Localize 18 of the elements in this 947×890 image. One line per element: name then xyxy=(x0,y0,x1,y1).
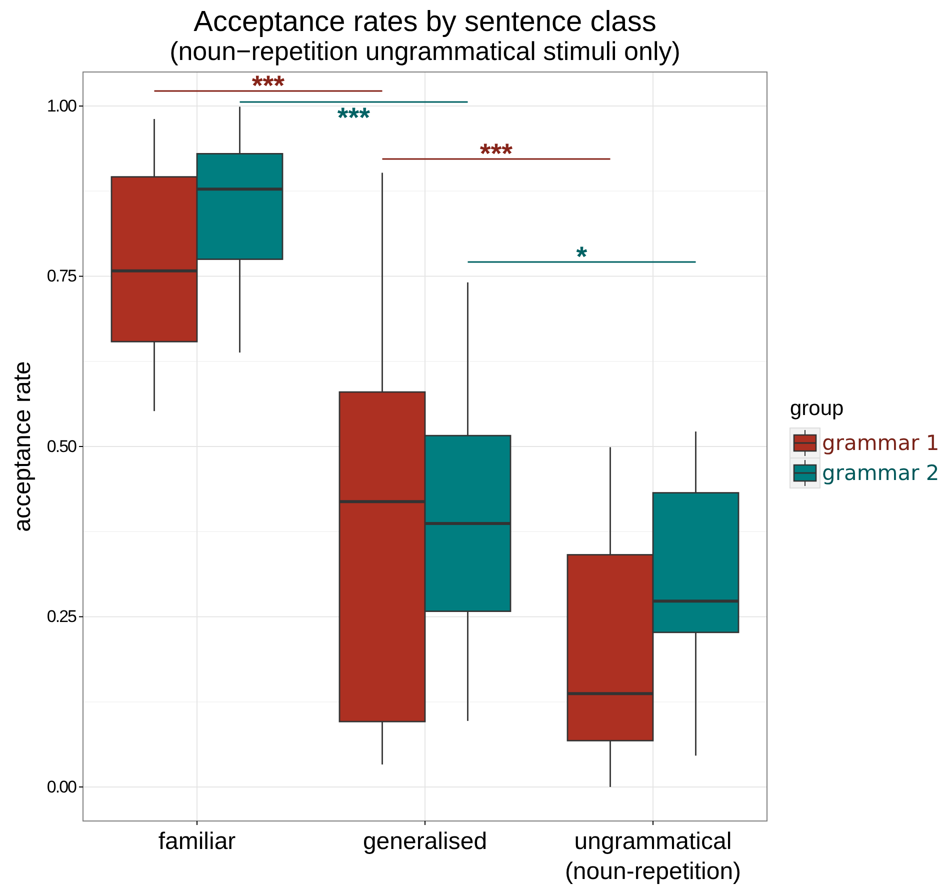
y-axis-title: acceptance rate xyxy=(9,361,36,532)
x-tick-label: familiar xyxy=(158,828,236,855)
y-tick-label: 0.00 xyxy=(46,777,77,796)
legend-title: group xyxy=(790,397,844,420)
x-tick-label: ungrammatical (noun-repetition) xyxy=(564,828,742,885)
x-tick-label: generalised xyxy=(362,828,488,855)
annotation: *** xyxy=(337,102,370,133)
annotation: *** xyxy=(252,70,285,101)
y-tick-label: 0.25 xyxy=(46,607,77,626)
chart-title: Acceptance rates by sentence class xyxy=(194,6,656,38)
y-tick-label: 1.00 xyxy=(46,96,77,116)
annotation: * xyxy=(576,241,588,272)
y-tick-label: 0.50 xyxy=(46,436,77,456)
legend-label: grammar 2 xyxy=(822,461,940,485)
legend-label: grammar 1 xyxy=(822,431,940,455)
y-tick-label: 0.75 xyxy=(46,266,77,286)
chart-subtitle: (noun−repetition ungrammatical stimuli only) xyxy=(170,36,680,66)
annotation: *** xyxy=(480,138,513,169)
